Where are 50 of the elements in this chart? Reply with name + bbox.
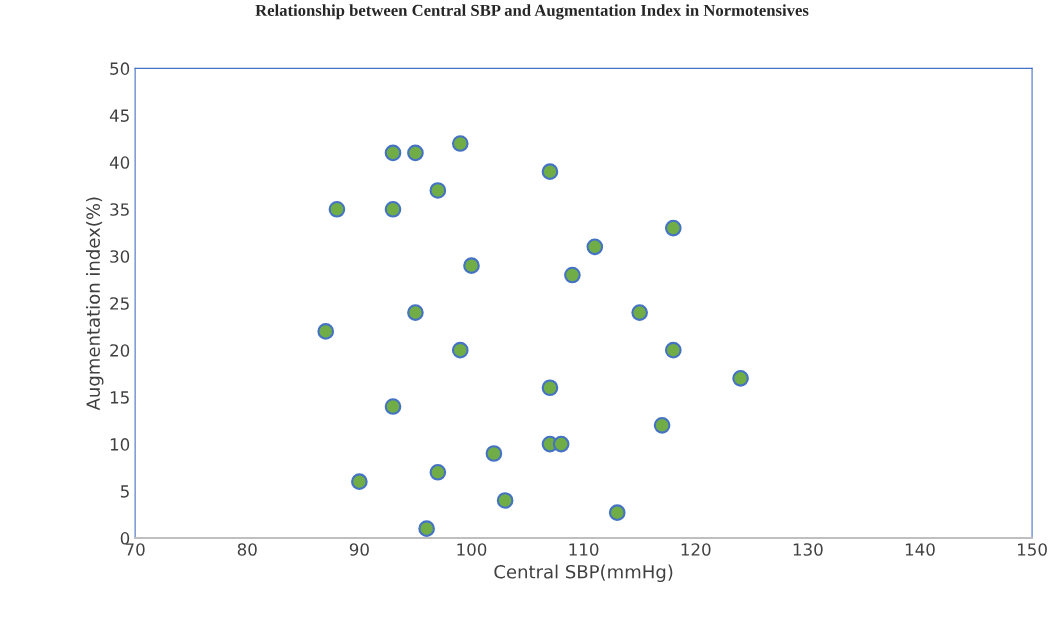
y-axis-title: Augmentation index(%)	[86, 197, 104, 411]
y-tick-label: 5	[120, 485, 129, 498]
point	[328, 200, 346, 218]
point	[653, 417, 671, 434]
point	[564, 266, 581, 284]
point	[485, 445, 503, 462]
x-tick-label: 150	[1018, 543, 1047, 556]
point	[631, 304, 648, 321]
point	[418, 520, 435, 537]
point	[732, 370, 749, 387]
point	[351, 473, 368, 491]
point	[664, 219, 682, 237]
y-tick-label: 30	[110, 250, 130, 263]
point	[541, 163, 559, 181]
point	[552, 435, 570, 453]
point	[463, 257, 480, 274]
point	[407, 304, 424, 321]
point	[317, 323, 335, 340]
point	[451, 341, 469, 359]
point	[608, 504, 626, 522]
point	[429, 182, 447, 199]
point	[451, 135, 469, 152]
y-tick-label: 50	[110, 62, 130, 75]
point	[496, 492, 514, 509]
y-tick-label: 0	[120, 532, 130, 545]
point	[384, 144, 402, 162]
point	[384, 200, 402, 218]
x-tick-label: 80	[237, 543, 257, 556]
x-tick-label: 110	[569, 543, 599, 556]
x-axis-title: Central SBP(mmHg)	[494, 564, 673, 583]
point	[429, 463, 447, 481]
x-tick-label: 140	[905, 543, 935, 556]
chart-title: Relationship between Central SBP and Augmentation Index in Normotensives	[255, 4, 809, 20]
x-tick-label: 120	[681, 543, 711, 556]
y-tick-label: 20	[110, 344, 130, 357]
point	[541, 379, 559, 397]
point	[664, 341, 682, 359]
y-tick-label: 40	[109, 156, 130, 169]
x-tick-label: 100	[457, 543, 487, 556]
point	[586, 238, 604, 256]
x-tick-label: 90	[349, 543, 369, 556]
y-tick-label: 15	[110, 391, 129, 404]
y-tick-label: 35	[110, 203, 129, 216]
y-tick-label: 45	[109, 109, 129, 122]
x-tick-label: 70	[125, 543, 145, 556]
y-tick-label: 10	[110, 438, 130, 451]
point	[384, 398, 402, 415]
y-tick-label: 25	[110, 297, 129, 310]
point	[407, 144, 424, 162]
x-tick-label: 130	[793, 543, 823, 556]
